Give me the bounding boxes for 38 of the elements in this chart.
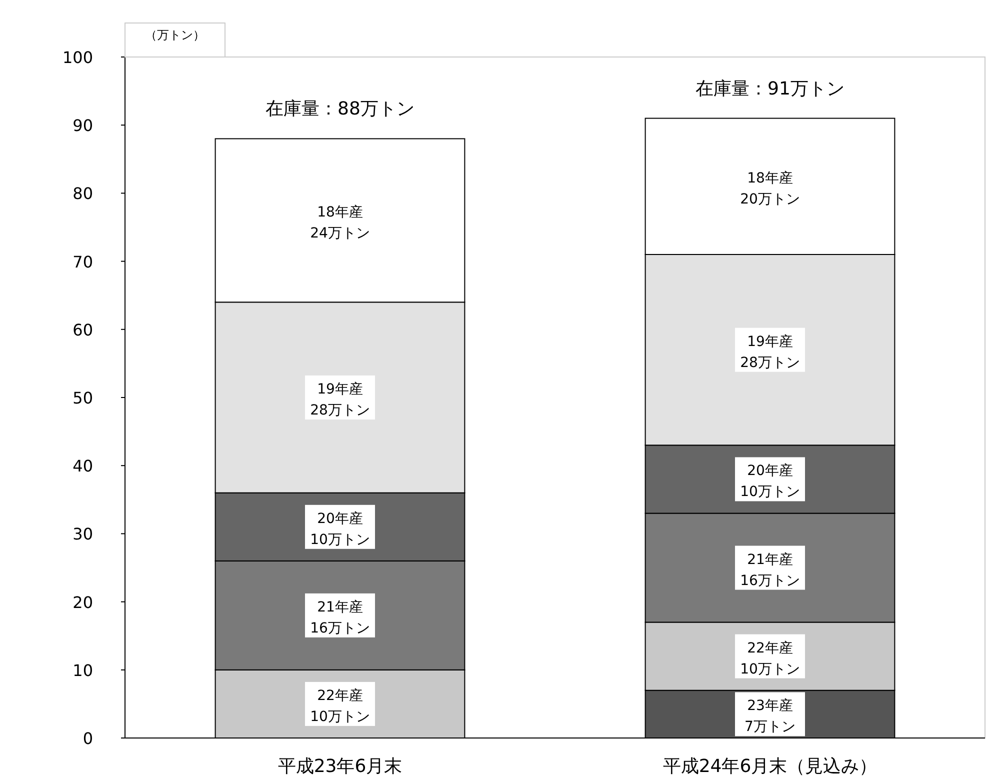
series-label: 23年産 [747,698,793,714]
data-label: 10万トン [740,661,800,678]
series-label: 19年産 [317,382,363,398]
y-tick-label: 30 [72,524,93,544]
total-label: 在庫量：91万トン [696,78,844,100]
series-label: 21年産 [317,599,363,616]
text: 21年産 [747,552,793,568]
data-label: 24万トン [310,225,370,242]
text: 20年産 [747,463,793,480]
data-label: 10万トン [310,532,370,548]
y-tick-label: 80 [72,184,93,204]
y-tick-label: 20 [72,592,93,612]
y-tick-label: 0 [82,729,93,748]
series-label: 20年産 [317,510,363,527]
data-label: 16万トン [740,572,800,589]
y-tick-label: 50 [72,388,93,408]
text: 22年産 [317,688,363,704]
data-label: 28万トン [740,354,800,371]
x-tick-label: 平成24年6月末（見込み） [662,756,878,777]
y-tick-label: 100 [62,48,93,67]
data-label: 10万トン [310,708,370,725]
data-label: 20万トン [740,191,800,208]
data-label: 28万トン [310,402,370,418]
series-label: 22年産 [747,640,793,656]
total-label: 在庫量：88万トン [266,98,414,120]
data-label: 10万トン [740,484,800,500]
y-tick-label: 90 [72,116,93,136]
y-tick-label: 70 [72,252,93,272]
y-tick-label: 60 [72,320,93,340]
y-tick-label: 40 [72,456,93,476]
data-label: 16万トン [310,620,370,636]
text: 19年産 [747,334,793,350]
text: 18年産 [317,204,363,220]
x-tick-label: 平成23年6月末 [278,756,402,777]
data-label: 7万トン [744,719,796,736]
y-axis-title: （万トン） [145,28,205,42]
series-label: 18年産 [747,170,793,186]
y-tick-label: 10 [72,660,93,680]
